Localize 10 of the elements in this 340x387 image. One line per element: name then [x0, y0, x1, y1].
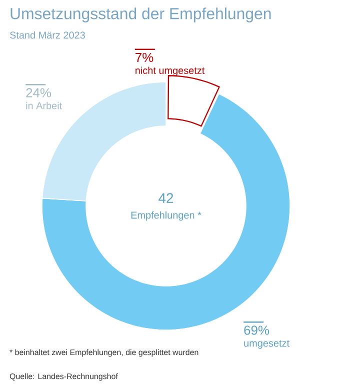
text: Empfehlungen *: [131, 211, 202, 221]
data-label: 69%: [244, 326, 270, 335]
slice-label: in Arbeit: [26, 102, 62, 110]
data-label: 7%: [136, 52, 154, 62]
chart-subtitle: Stand März 2023: [10, 31, 85, 39]
slice-label: umgesetzt: [244, 340, 290, 349]
slice-label: nicht umgesetzt: [136, 66, 205, 76]
chart-title: Umsetzungsstand der Empfehlungen: [10, 8, 271, 22]
text: 42: [158, 193, 174, 203]
data-label: 24%: [26, 88, 52, 98]
